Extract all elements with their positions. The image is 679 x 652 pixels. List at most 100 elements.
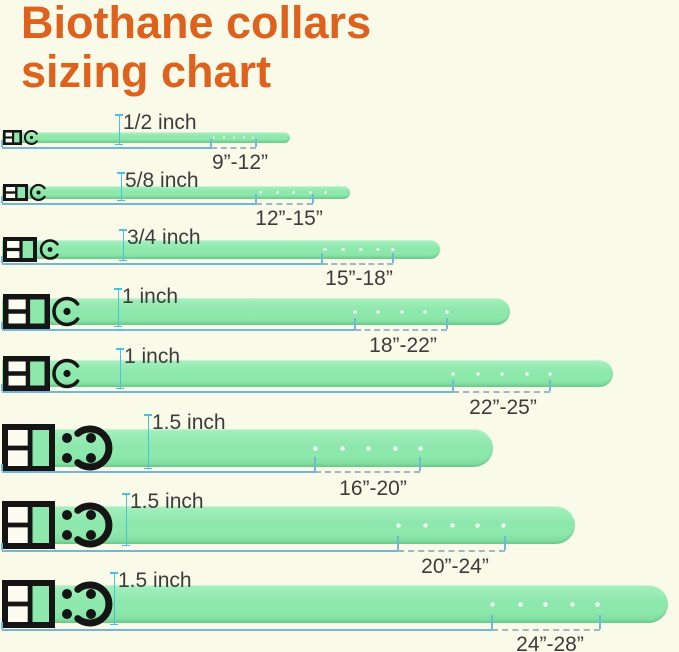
strap-hole: [449, 522, 455, 528]
strap-hole: [500, 371, 504, 376]
strap-hole: [312, 445, 318, 451]
collar-strap: [2, 132, 290, 143]
chart-title-line1: Biothane collars: [21, 0, 372, 48]
width-label: 1 inch: [122, 285, 179, 308]
chart-title: Biothane collars sizing chart: [21, 0, 371, 96]
strap-hole: [594, 601, 600, 607]
strap-hole: [417, 445, 423, 451]
size-range-dashed-line: [355, 328, 447, 331]
width-label: 3/4 inch: [127, 226, 201, 249]
size-range-dashed-line: [453, 390, 550, 393]
dimension-tick: [1, 384, 3, 391]
strap-hole: [376, 309, 380, 314]
strap-hole: [275, 191, 279, 194]
dimension-tick: [1, 322, 3, 329]
width-dimension-line: [122, 493, 131, 546]
buckle-icon: [2, 424, 113, 472]
width-dimension-line: [114, 288, 123, 327]
dimension-tick: [321, 253, 323, 263]
strap-hole: [376, 247, 380, 252]
collar-strap: [2, 506, 575, 544]
width-label: 1.5 inch: [152, 411, 226, 434]
strap-hole: [232, 136, 236, 139]
dimension-tick: [392, 253, 394, 263]
strap-hole: [569, 601, 575, 607]
collar-strap: [2, 429, 493, 467]
width-dimension-line: [115, 114, 124, 145]
length-dimension-line: [2, 147, 211, 149]
dimension-tick: [1, 256, 3, 263]
strap-hole: [251, 136, 255, 139]
dimension-tick: [549, 380, 551, 391]
size-range-dashed-line: [322, 262, 393, 265]
width-dimension-line: [117, 172, 126, 201]
width-dimension-line: [119, 229, 128, 261]
dimension-tick: [419, 457, 421, 471]
size-range-label: 15”-18”: [325, 267, 393, 290]
buckle-icon: [3, 294, 80, 329]
width-label: 1.5 inch: [130, 490, 204, 513]
dimension-tick: [314, 457, 316, 471]
length-dimension-line: [2, 471, 315, 473]
dimension-tick: [397, 536, 399, 550]
size-range-label: 12”-15”: [255, 207, 323, 230]
strap-hole: [212, 136, 216, 139]
length-dimension-line: [2, 263, 322, 265]
buckle-icon: [3, 183, 46, 202]
buckle-icon: [3, 237, 59, 262]
dimension-tick: [210, 139, 212, 147]
strap-hole: [423, 309, 427, 314]
chart-title-line2: sizing chart: [21, 46, 272, 97]
length-dimension-line: [2, 550, 398, 552]
dimension-tick: [491, 615, 493, 629]
strap-hole: [339, 445, 345, 451]
size-range-dashed-line: [256, 202, 313, 205]
size-range-label: 9”-12”: [211, 151, 269, 174]
dimension-tick: [1, 140, 3, 147]
width-dimension-line: [144, 414, 153, 469]
strap-hole: [365, 445, 371, 451]
dimension-tick: [312, 194, 314, 203]
dimension-tick: [1, 464, 3, 471]
strap-hole: [291, 191, 295, 194]
dimension-tick: [255, 139, 257, 147]
size-range-dashed-line: [492, 628, 600, 631]
size-range-label: 22”-25”: [469, 396, 537, 419]
strap-hole: [451, 371, 455, 376]
strap-hole: [359, 247, 363, 252]
dimension-tick: [446, 318, 448, 329]
size-range-label: 18”-22”: [369, 334, 437, 357]
width-label: 5/8 inch: [125, 169, 199, 192]
collar-strap: [2, 240, 440, 259]
dimension-tick: [1, 543, 3, 550]
collar-strap: [2, 186, 350, 199]
strap-hole: [323, 247, 327, 252]
size-range-dashed-line: [315, 470, 420, 473]
dimension-tick: [255, 194, 257, 203]
dimension-tick: [1, 196, 3, 203]
size-range-label: 16”-20”: [339, 477, 407, 500]
strap-hole: [392, 445, 398, 451]
strap-hole: [323, 191, 327, 194]
strap-hole: [474, 522, 480, 528]
size-range-label: 20”-24”: [421, 555, 489, 578]
strap-hole: [542, 601, 548, 607]
strap-hole: [445, 309, 449, 314]
strap-hole: [525, 371, 529, 376]
buckle-icon: [2, 501, 113, 549]
size-range-label: 24”-28”: [516, 633, 584, 652]
width-label: 1.5 inch: [118, 569, 192, 592]
dimension-tick: [354, 318, 356, 329]
strap-hole: [548, 371, 552, 376]
size-range-dashed-line: [398, 549, 505, 552]
buckle-icon: [2, 580, 113, 628]
length-dimension-line: [2, 329, 355, 331]
width-label: 1/2 inch: [123, 111, 197, 134]
dimension-tick: [1, 622, 3, 629]
buckle-icon: [3, 356, 80, 391]
strap-hole: [341, 247, 345, 252]
strap-hole: [400, 309, 404, 314]
strap-hole: [258, 191, 262, 194]
width-dimension-line: [116, 348, 125, 389]
